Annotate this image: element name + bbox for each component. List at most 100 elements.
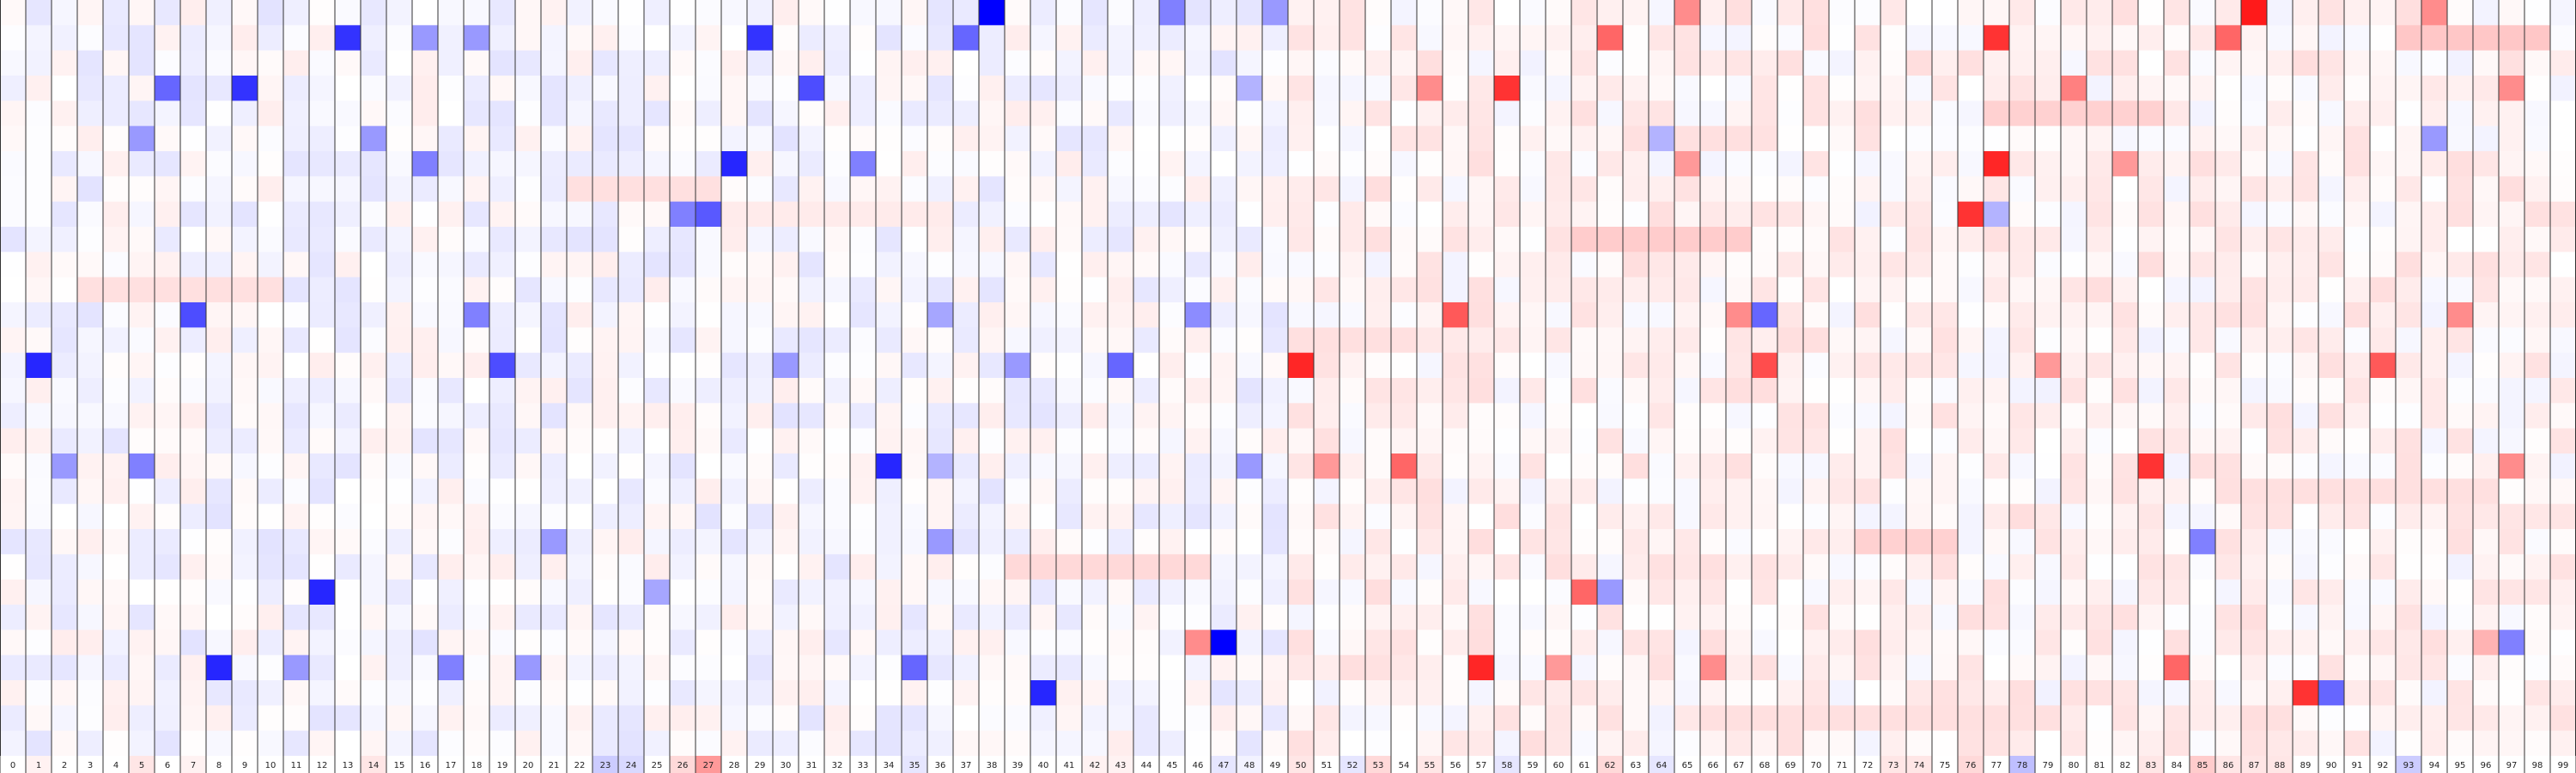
heatmap-cell <box>1546 126 1572 152</box>
heatmap-cell <box>515 0 542 26</box>
heatmap-cell <box>77 478 104 504</box>
column-label: 39 <box>1012 761 1024 770</box>
column-label: 38 <box>987 761 998 770</box>
heatmap-cell <box>2061 126 2087 152</box>
heatmap-cell <box>953 151 980 177</box>
heatmap-cell <box>52 126 78 152</box>
heatmap-cell <box>567 453 593 479</box>
heatmap-cell <box>2215 25 2242 51</box>
heatmap-cell <box>747 429 774 454</box>
heatmap-cell <box>799 126 825 152</box>
heatmap-cell <box>670 252 696 277</box>
heatmap-cell <box>1005 353 1031 379</box>
heatmap-cell <box>721 554 748 580</box>
heatmap-cell <box>1468 529 1495 555</box>
heatmap-cell <box>2293 378 2319 404</box>
heatmap-cell <box>1494 630 1521 655</box>
heatmap-cell <box>1340 25 1366 51</box>
heatmap-cell <box>1777 504 1804 530</box>
heatmap-cell <box>464 429 490 454</box>
heatmap-cell <box>2550 429 2576 454</box>
heatmap-cell <box>618 302 645 328</box>
heatmap-cell <box>644 655 671 681</box>
heatmap-cell <box>2550 227 2576 253</box>
heatmap-cell <box>670 0 696 26</box>
column-label: 18 <box>471 761 483 770</box>
heatmap-cell <box>2473 277 2500 303</box>
heatmap-cell <box>2499 126 2525 152</box>
heatmap-cell <box>2061 529 2087 555</box>
heatmap-cell <box>1443 252 1469 277</box>
heatmap-cell <box>1571 51 1598 76</box>
heatmap-cell <box>1520 504 1546 530</box>
heatmap-cell <box>876 580 902 606</box>
heatmap-cell <box>2370 51 2397 76</box>
heatmap-cell <box>1056 126 1083 152</box>
heatmap-cell <box>1984 453 2010 479</box>
heatmap-cell <box>206 630 233 655</box>
heatmap-cell <box>1520 403 1546 429</box>
heatmap-cell <box>232 529 258 555</box>
heatmap-cell <box>876 605 902 630</box>
heatmap-cell <box>1984 378 2010 404</box>
heatmap-cell <box>1082 378 1109 404</box>
heatmap-cell <box>1752 25 1778 51</box>
heatmap-cell <box>1777 51 1804 76</box>
column-label: 77 <box>1991 761 2002 770</box>
heatmap-cell <box>2009 76 2036 101</box>
heatmap-cell <box>1288 378 1315 404</box>
heatmap-cell <box>258 429 284 454</box>
heatmap-cell <box>1880 504 1907 530</box>
heatmap-cell <box>2396 51 2422 76</box>
heatmap-cell <box>2138 100 2165 126</box>
heatmap-cell <box>1133 76 1160 101</box>
heatmap-cell <box>850 0 877 26</box>
heatmap-cell <box>2473 227 2500 253</box>
heatmap-cell <box>206 227 233 253</box>
heatmap-cell <box>1082 277 1109 303</box>
heatmap-cell <box>2318 277 2345 303</box>
heatmap-cell <box>438 630 465 655</box>
heatmap-cell <box>1494 353 1521 379</box>
heatmap-cell <box>361 227 387 253</box>
column-label: 43 <box>1115 761 1127 770</box>
heatmap-cell <box>386 302 413 328</box>
heatmap-cell <box>335 580 361 606</box>
heatmap-cell <box>567 353 593 379</box>
heatmap-cell <box>541 353 568 379</box>
heatmap-cell <box>1906 731 1933 757</box>
heatmap-cell <box>1520 277 1546 303</box>
heatmap-cell <box>850 100 877 126</box>
heatmap-cell <box>283 554 310 580</box>
heatmap-cell <box>670 580 696 606</box>
heatmap-cell <box>1752 227 1778 253</box>
heatmap-cell <box>2447 731 2474 757</box>
heatmap-cell <box>412 327 439 353</box>
column-label: 85 <box>2197 761 2208 770</box>
heatmap-cell <box>2447 403 2474 429</box>
heatmap-cell <box>155 655 181 681</box>
column-label: 87 <box>2249 761 2260 770</box>
heatmap-cell <box>670 429 696 454</box>
heatmap-cell <box>1185 76 1212 101</box>
heatmap-cell <box>1030 403 1057 429</box>
heatmap-cell <box>721 353 748 379</box>
heatmap-cell <box>1005 478 1031 504</box>
heatmap-cell <box>1108 227 1134 253</box>
heatmap-cell <box>2009 100 2036 126</box>
heatmap-cell <box>1468 327 1495 353</box>
heatmap-cell <box>1829 126 1856 152</box>
heatmap-cell <box>1829 403 1856 429</box>
heatmap-cell <box>1932 705 1959 731</box>
heatmap-cell <box>2396 554 2422 580</box>
heatmap-cell <box>129 76 155 101</box>
heatmap-cell <box>2524 327 2551 353</box>
heatmap-cell <box>1597 227 1624 253</box>
heatmap-cell <box>103 126 130 152</box>
heatmap-cell <box>1649 529 1675 555</box>
heatmap-cell <box>2164 655 2190 681</box>
heatmap-cell <box>1082 51 1109 76</box>
heatmap-cell <box>1340 151 1366 177</box>
heatmap-cell <box>2215 429 2242 454</box>
heatmap-cell <box>1623 202 1649 228</box>
